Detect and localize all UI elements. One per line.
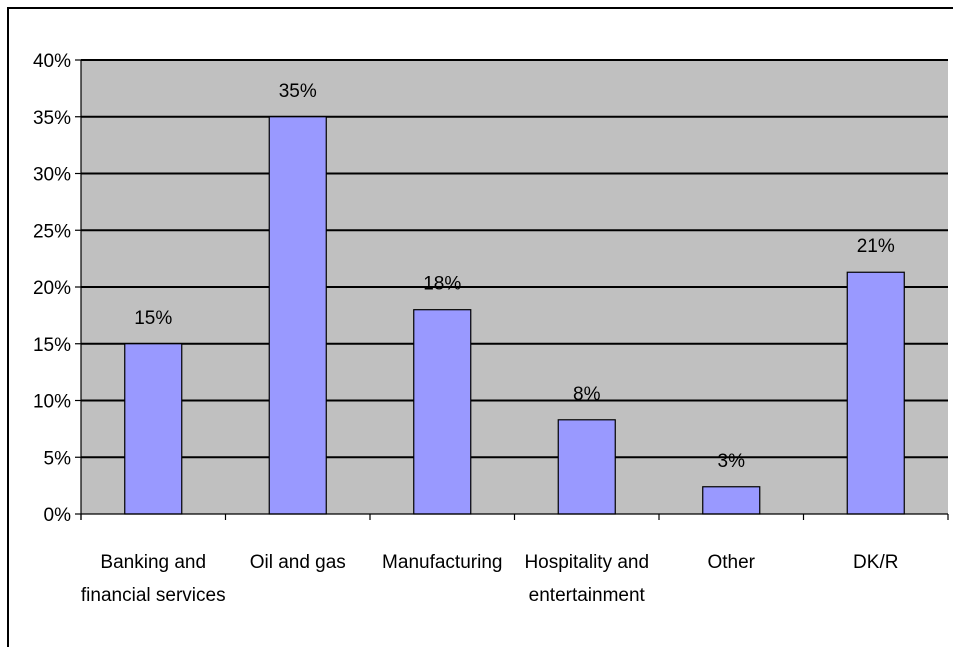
x-category-label: Oil and gas — [250, 552, 346, 573]
y-tick-label: 20% — [33, 278, 71, 299]
y-tick-label: 5% — [44, 448, 72, 469]
bar — [413, 309, 472, 515]
x-category-label-line: Other — [707, 552, 755, 573]
data-labels: 15% 35% 18% 8% 3% 21% — [134, 81, 895, 472]
x-category-label-line: Manufacturing — [382, 552, 502, 573]
data-label: 3% — [718, 451, 746, 472]
x-category-label: Manufacturing — [382, 552, 502, 573]
data-label: 15% — [134, 308, 172, 329]
x-category-label: Other — [707, 552, 755, 573]
x-category-label-line: financial services — [81, 585, 226, 606]
x-category-label-line: Banking and — [100, 552, 206, 573]
x-axis-category-labels: Banking and financial services Oil and gas… — [81, 552, 899, 606]
data-label: 35% — [279, 81, 317, 102]
x-category-label-line: Oil and gas — [250, 552, 346, 573]
x-category-label: Banking and financial services — [81, 552, 226, 606]
bar — [702, 486, 761, 515]
data-label: 21% — [857, 236, 895, 257]
y-tick-label: 25% — [33, 221, 71, 242]
y-axis-tick-labels: 0% 5% 10% 15% 20% 25% 30% 35% 40% — [33, 51, 71, 526]
bar — [268, 116, 327, 515]
bars — [124, 116, 905, 515]
y-tick-label: 10% — [33, 392, 71, 413]
y-tick-label: 0% — [44, 505, 72, 526]
bar — [557, 419, 616, 515]
data-label: 18% — [423, 274, 461, 295]
data-label: 8% — [573, 384, 601, 405]
x-category-label-line: Hospitality and — [524, 552, 649, 573]
y-tick-label: 15% — [33, 335, 71, 356]
y-tick-label: 35% — [33, 108, 71, 129]
x-category-label-line: entertainment — [529, 585, 646, 606]
bar — [124, 343, 183, 515]
x-category-label: Hospitality and entertainment — [524, 552, 649, 606]
x-category-label-line: DK/R — [853, 552, 898, 573]
gridlines — [81, 59, 948, 459]
x-category-label: DK/R — [853, 552, 898, 573]
y-tick-label: 40% — [33, 51, 71, 72]
y-tick-label: 30% — [33, 165, 71, 186]
bar — [846, 271, 905, 515]
axes — [75, 59, 949, 520]
